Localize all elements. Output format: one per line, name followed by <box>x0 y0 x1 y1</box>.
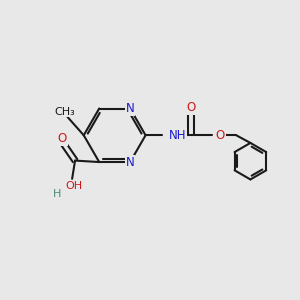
Text: OH: OH <box>65 181 82 191</box>
Text: O: O <box>58 132 67 145</box>
Text: NH: NH <box>169 129 187 142</box>
Text: N: N <box>126 156 134 169</box>
Text: O: O <box>186 101 196 114</box>
Text: N: N <box>126 102 134 115</box>
Text: O: O <box>216 129 225 142</box>
Text: CH₃: CH₃ <box>54 107 75 117</box>
Text: H: H <box>52 189 61 199</box>
